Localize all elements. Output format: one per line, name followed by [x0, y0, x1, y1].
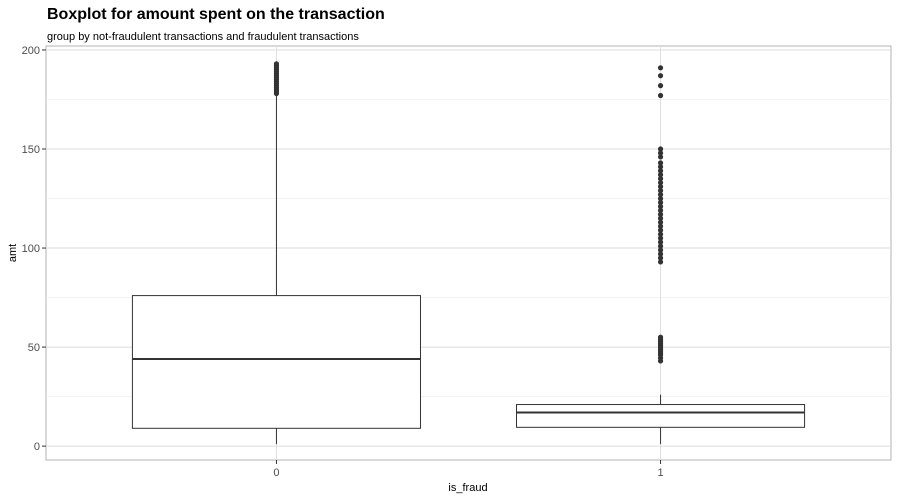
outlier-point — [657, 223, 664, 229]
outlier-point — [657, 199, 664, 206]
outlier-point — [657, 259, 664, 265]
outlier-point — [657, 65, 664, 71]
outlier-point — [657, 215, 664, 221]
outlier-point — [657, 207, 664, 214]
outlier-point — [657, 73, 664, 79]
outlier-point — [273, 61, 280, 67]
chart-subtitle: group by not-fraudulent transactions and… — [47, 31, 359, 43]
outlier-point — [657, 188, 664, 194]
y-tick-label: 0 — [34, 441, 40, 453]
outlier-point — [657, 195, 664, 202]
outlier-point — [657, 191, 664, 198]
outlier-point — [657, 219, 664, 225]
outlier-point — [657, 255, 664, 261]
outlier-point — [657, 227, 664, 233]
outlier-point — [657, 168, 664, 174]
outlier-point — [657, 92, 664, 99]
outlier-point — [657, 180, 664, 186]
axis-layer: 0 50 100 150 200 0 1 — [22, 45, 664, 479]
outlier-point — [657, 150, 664, 156]
x-tick-label: 1 — [657, 467, 663, 479]
outlier-point — [657, 172, 664, 178]
outlier-point — [657, 243, 664, 249]
x-axis-title: is_fraud — [448, 482, 487, 494]
y-tick-label: 50 — [28, 342, 40, 354]
outlier-point — [657, 334, 664, 340]
outlier-point — [657, 203, 664, 210]
outlier-point — [657, 83, 664, 89]
outlier-point — [657, 231, 664, 237]
outlier-point — [657, 146, 664, 152]
iqr-box — [516, 404, 806, 428]
outlier-point — [657, 154, 664, 160]
outlier-point — [657, 211, 664, 217]
y-tick-label: 100 — [22, 243, 40, 255]
y-tick-label: 200 — [22, 45, 40, 57]
outlier-point — [657, 247, 664, 253]
iqr-box — [131, 295, 421, 429]
outlier-point — [657, 164, 664, 170]
box-layer — [131, 61, 806, 445]
outlier-point — [657, 235, 664, 241]
outlier-point — [657, 251, 664, 257]
outlier-point — [657, 239, 664, 245]
outlier-point — [657, 184, 664, 190]
box-group-0 — [131, 61, 421, 445]
x-tick-label: 0 — [273, 467, 279, 479]
outlier-point — [657, 176, 664, 182]
chart-title: Boxplot for amount spent on the transact… — [47, 6, 385, 23]
box-group-1 — [516, 65, 806, 445]
y-axis-title: amt — [7, 244, 19, 262]
y-tick-label: 150 — [22, 144, 40, 156]
outlier-point — [657, 160, 664, 166]
